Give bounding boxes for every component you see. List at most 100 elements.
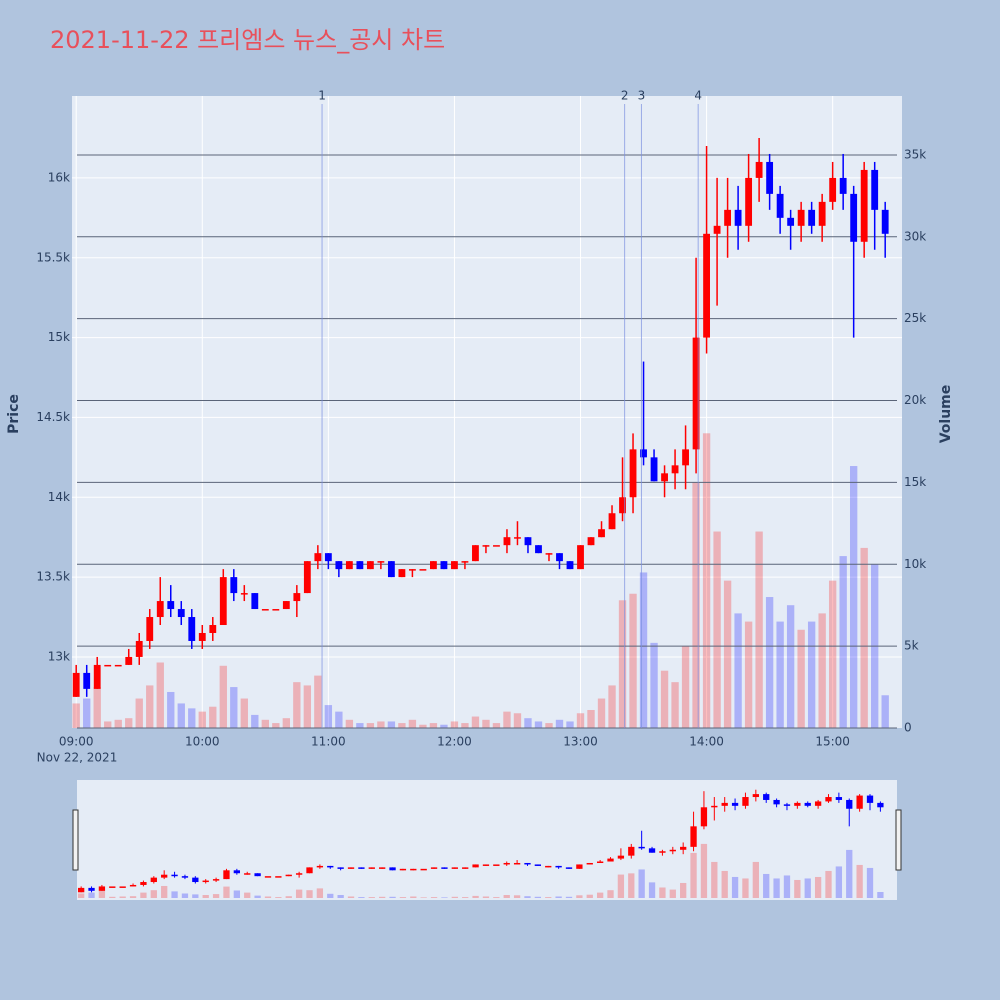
volume-bar bbox=[335, 711, 343, 728]
slider-volume-bar bbox=[285, 896, 292, 898]
candle-body bbox=[763, 794, 770, 800]
candle-body bbox=[556, 553, 563, 562]
candle-body bbox=[345, 561, 353, 570]
candle-body bbox=[125, 656, 133, 665]
volume-bar bbox=[576, 713, 585, 728]
slider-volume-bar bbox=[825, 870, 832, 898]
candle-body bbox=[513, 862, 521, 865]
candle-body bbox=[787, 217, 795, 226]
candle-body bbox=[742, 797, 749, 806]
candle-body bbox=[555, 865, 562, 868]
candle-body bbox=[104, 664, 112, 667]
slider-volume-bar bbox=[306, 890, 313, 898]
volume-bar bbox=[450, 721, 459, 728]
slider-volume-bar bbox=[752, 861, 759, 898]
candle-body bbox=[192, 877, 199, 883]
candle-body bbox=[198, 632, 206, 641]
slider-volume-bar bbox=[368, 897, 375, 898]
slider-volume-bar bbox=[680, 882, 687, 898]
candle-body bbox=[377, 561, 385, 563]
candle-body bbox=[306, 867, 313, 874]
candle-body bbox=[773, 799, 780, 805]
slider-volume-bar bbox=[430, 897, 438, 898]
volume-bar bbox=[492, 723, 501, 728]
slider-volume-bar bbox=[596, 892, 604, 898]
volume-bar bbox=[545, 723, 553, 728]
candle-body bbox=[316, 865, 324, 868]
candle-body bbox=[619, 497, 626, 514]
candle-body bbox=[209, 625, 217, 633]
volume-bar bbox=[461, 723, 469, 728]
slider-volume-bar bbox=[202, 894, 209, 898]
candle-body bbox=[493, 545, 500, 547]
candle-body bbox=[703, 233, 710, 338]
volume-bar bbox=[555, 719, 564, 728]
volume-bar bbox=[230, 687, 238, 728]
volume-bar bbox=[314, 675, 322, 728]
candle-body bbox=[293, 593, 301, 602]
candle-body bbox=[461, 561, 469, 563]
event-label: 3 bbox=[638, 89, 646, 103]
candle-body bbox=[410, 868, 417, 871]
candle-body bbox=[78, 887, 85, 893]
candle-body bbox=[335, 561, 343, 570]
candle-body bbox=[596, 861, 604, 864]
volume-bar bbox=[324, 705, 333, 728]
candle-body bbox=[83, 672, 91, 689]
candle-body bbox=[171, 874, 178, 877]
candle-body bbox=[212, 879, 220, 881]
slider-volume-bar bbox=[389, 896, 396, 898]
slider-handle[interactable] bbox=[895, 809, 902, 871]
event-label: 4 bbox=[694, 89, 702, 103]
candle-body bbox=[669, 849, 676, 852]
candle-body bbox=[177, 609, 185, 618]
event-label: 2 bbox=[621, 89, 629, 103]
candle-body bbox=[766, 161, 774, 194]
volume-bar bbox=[366, 723, 375, 728]
slider-volume-bar bbox=[212, 894, 220, 898]
slider-handle[interactable] bbox=[72, 809, 79, 871]
candle-body bbox=[441, 867, 448, 869]
volume-bar bbox=[566, 721, 574, 728]
candle-body bbox=[295, 873, 303, 875]
volume-bar bbox=[765, 597, 774, 728]
candle-body bbox=[808, 209, 816, 226]
slider-volume-bar bbox=[804, 878, 811, 898]
candle-body bbox=[161, 874, 168, 878]
volume-bar bbox=[597, 698, 606, 728]
x-tick-label: 11:00 bbox=[311, 735, 346, 749]
volume-bar bbox=[513, 713, 522, 728]
candle-body bbox=[524, 862, 531, 865]
volume-bar bbox=[702, 433, 711, 728]
volume-bar bbox=[429, 723, 438, 728]
candle-body bbox=[661, 473, 668, 482]
volume-bar bbox=[608, 685, 616, 728]
slider-volume-bar bbox=[482, 896, 490, 898]
slider-volume-bar bbox=[493, 897, 500, 898]
candle-body bbox=[261, 609, 269, 611]
slider-volume-bar bbox=[846, 849, 853, 898]
volume-bar bbox=[471, 716, 480, 728]
slider-volume-bar bbox=[192, 894, 199, 898]
candle-body bbox=[119, 886, 126, 888]
candle-body bbox=[856, 795, 863, 809]
candle-body bbox=[188, 617, 196, 641]
y2-tick-label: 25k bbox=[904, 311, 926, 325]
slider-volume-bar bbox=[534, 896, 542, 898]
y-tick-label: 14k bbox=[48, 490, 70, 504]
volume-bar bbox=[482, 719, 490, 728]
volume-bar bbox=[188, 708, 196, 728]
candle-body bbox=[535, 545, 542, 554]
candle-body bbox=[682, 449, 689, 466]
slider-volume-bar bbox=[119, 896, 126, 898]
volume-bar bbox=[356, 723, 364, 728]
slider-volume-bar bbox=[337, 894, 344, 898]
candle-body bbox=[587, 537, 595, 546]
candle-body bbox=[347, 867, 355, 869]
candle-body bbox=[608, 513, 616, 530]
slider-volume-bar bbox=[555, 896, 562, 898]
volume-bar bbox=[177, 703, 185, 728]
candle-body bbox=[586, 862, 593, 865]
candle-body bbox=[272, 609, 280, 611]
candle-body bbox=[829, 177, 837, 202]
